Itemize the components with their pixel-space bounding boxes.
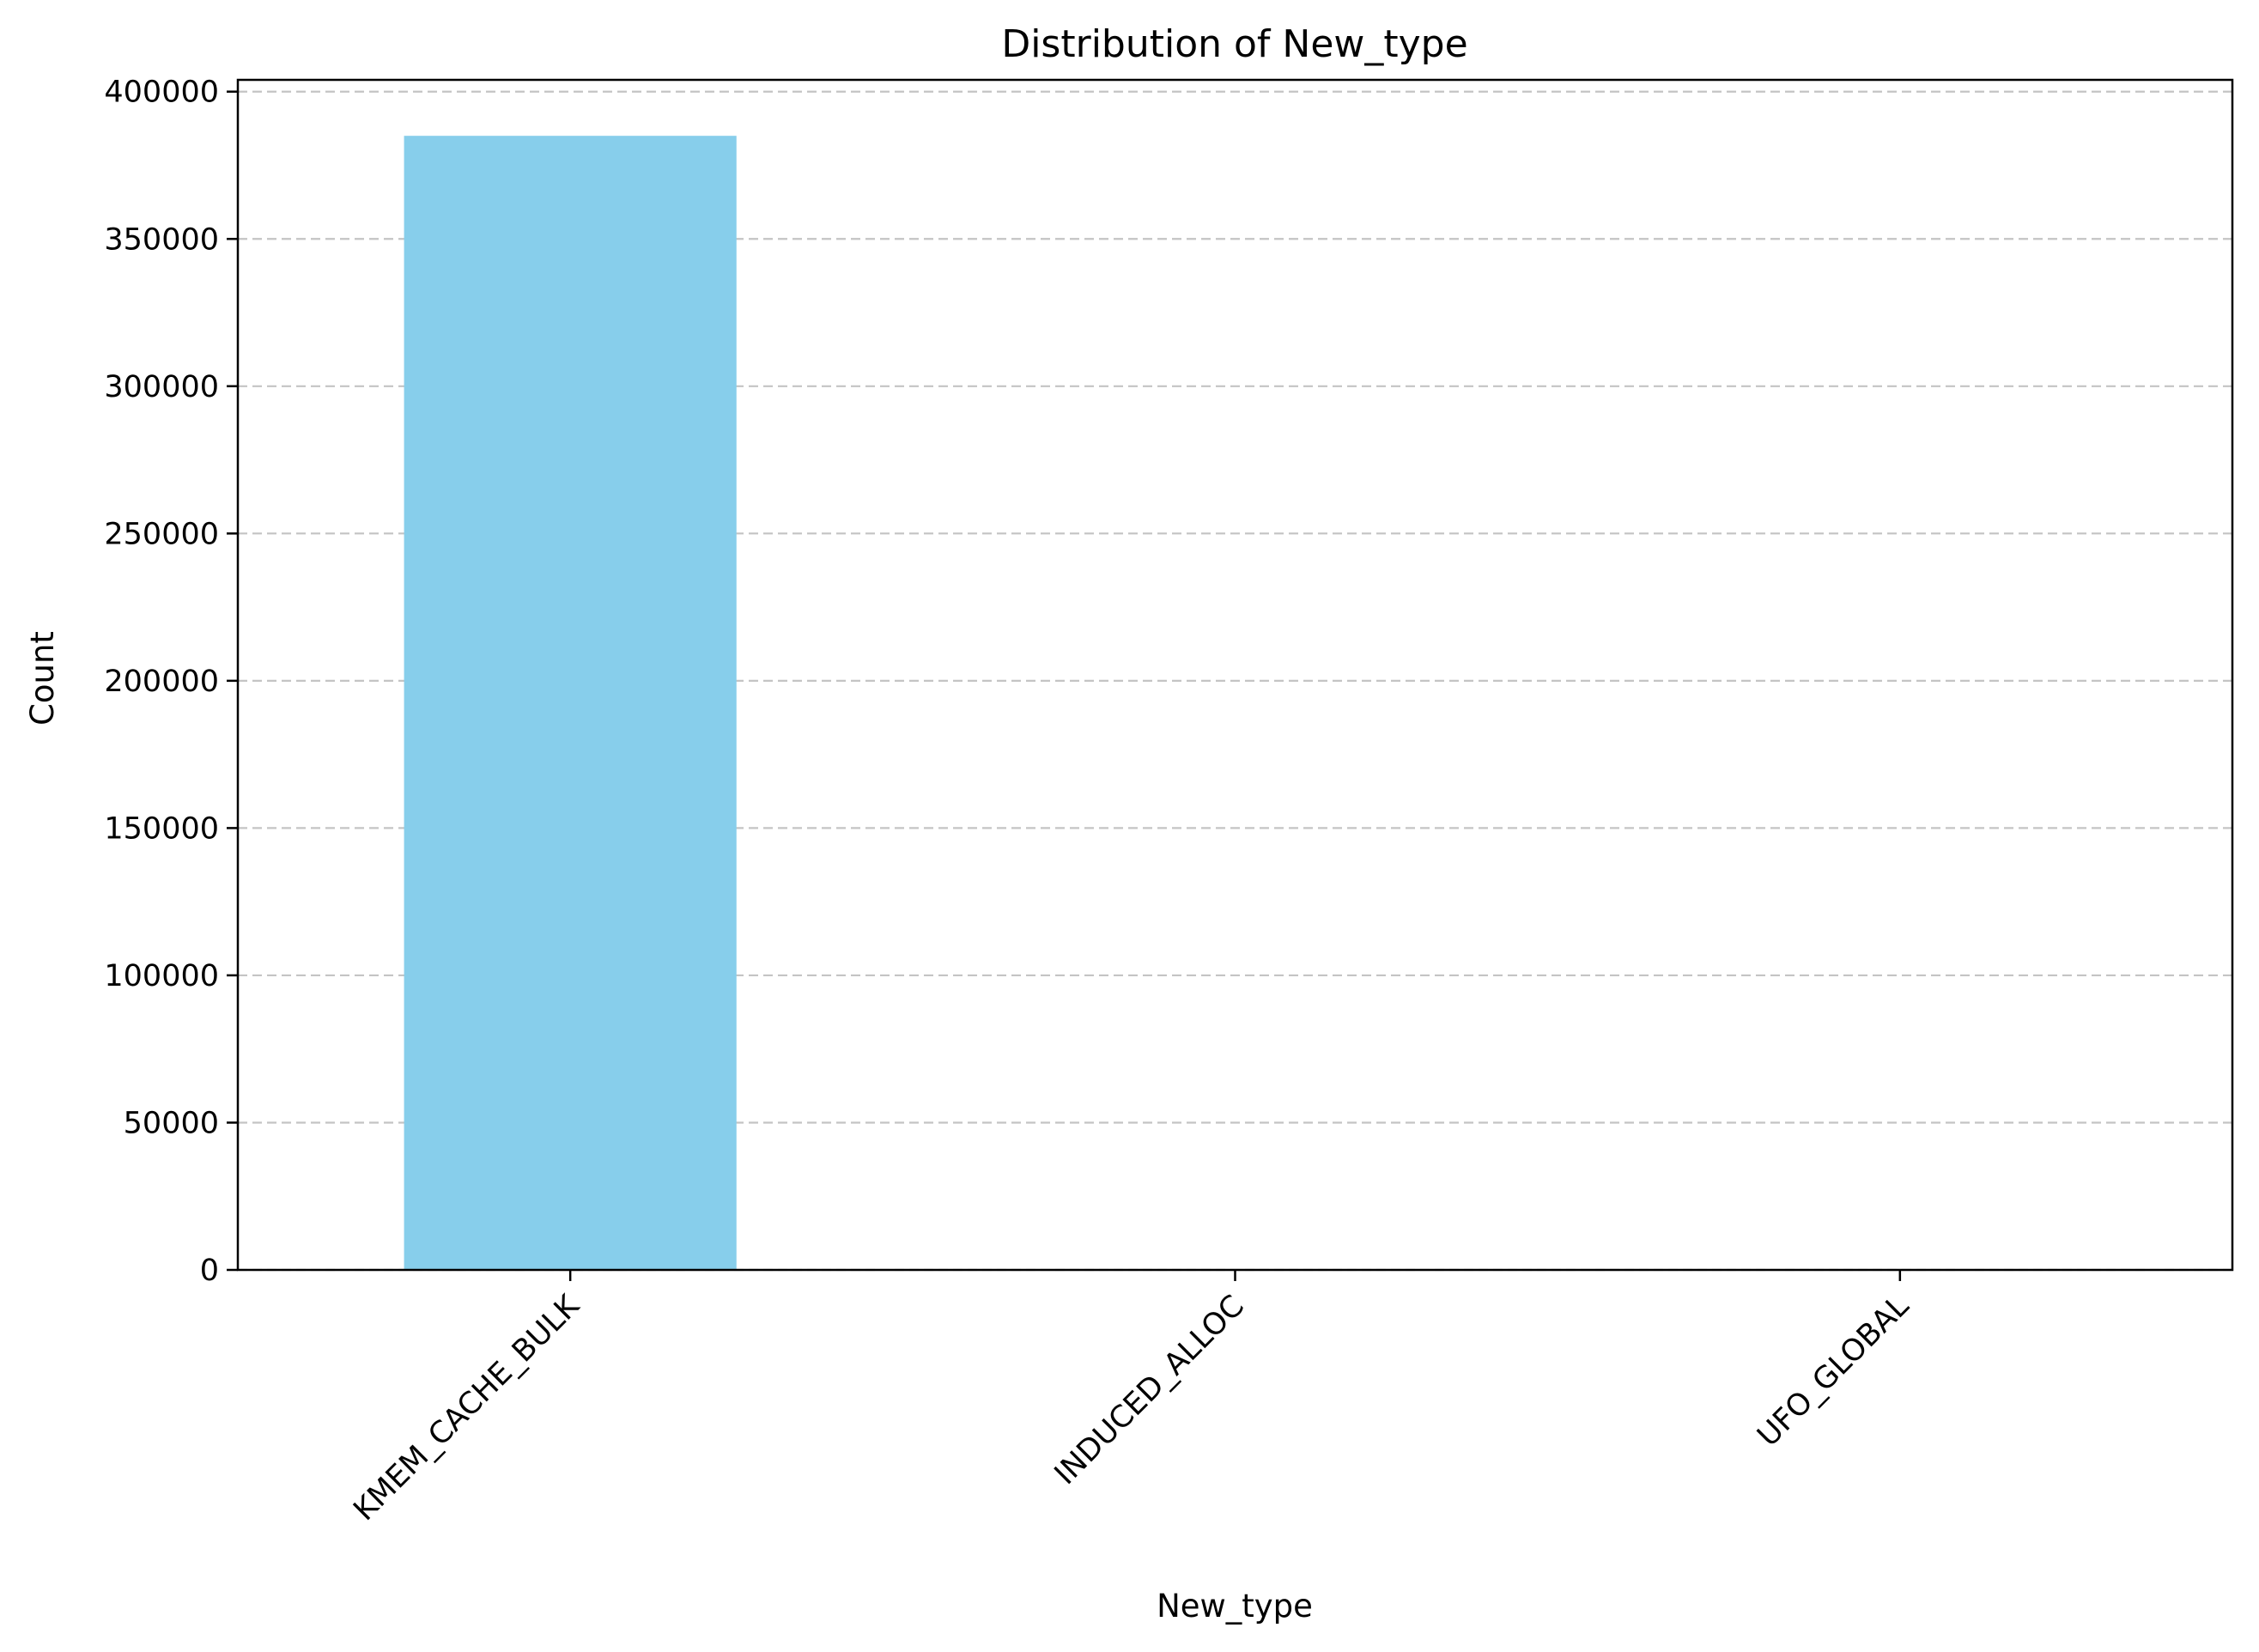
y-tick-label: 300000 bbox=[104, 370, 219, 404]
x-axis-ticks: KMEM_CACHE_BULK INDUCED_ALLOC UFO_GLOBAL bbox=[348, 1270, 1916, 1527]
y-tick-label: 400000 bbox=[104, 76, 219, 110]
y-tick-label: 0 bbox=[200, 1254, 219, 1288]
y-tick-label: 200000 bbox=[104, 665, 219, 699]
y-tick-label: 100000 bbox=[104, 959, 219, 993]
y-axis-ticks: 0 50000 100000 150000 200000 250000 300000 3500… bbox=[104, 76, 238, 1288]
y-tick-label: 350000 bbox=[104, 222, 219, 257]
chart-title: Distribution of New_type bbox=[1001, 22, 1467, 66]
x-tick-label: UFO_GLOBAL bbox=[1751, 1289, 1916, 1454]
y-tick-label: 250000 bbox=[104, 517, 219, 551]
y-axis-label: Count bbox=[24, 631, 61, 726]
bar bbox=[404, 136, 737, 1271]
y-tick-label: 150000 bbox=[104, 811, 219, 846]
y-tick-label: 50000 bbox=[124, 1106, 219, 1140]
x-axis-label: New_type bbox=[1157, 1588, 1313, 1625]
bars bbox=[404, 136, 737, 1271]
x-tick-label: KMEM_CACHE_BULK bbox=[348, 1288, 587, 1527]
x-tick-label: INDUCED_ALLOC bbox=[1048, 1289, 1251, 1491]
